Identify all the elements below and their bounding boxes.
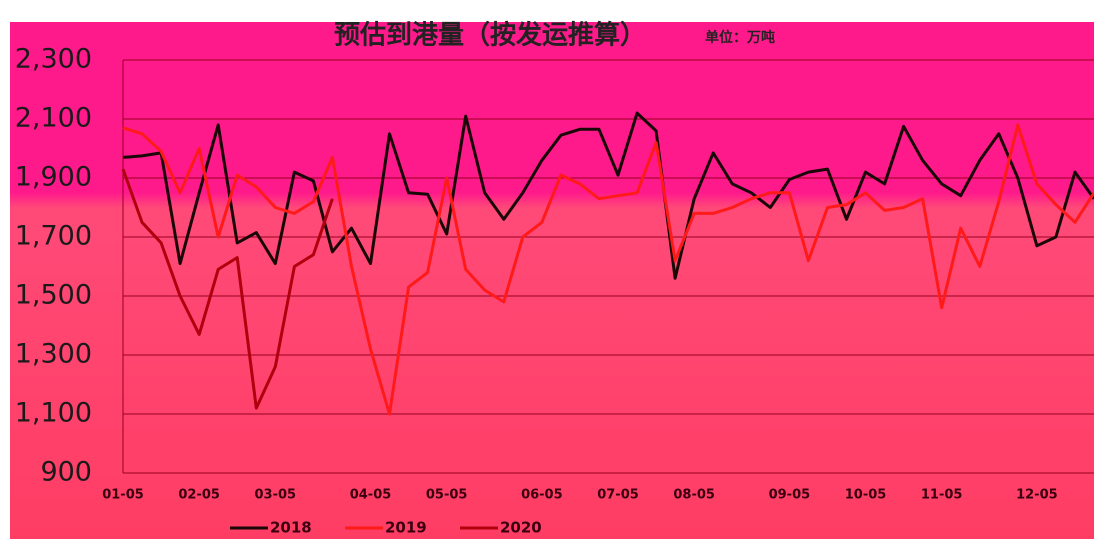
legend-label: 2019 [385, 519, 427, 537]
y-tick-label: 2,100 [15, 103, 92, 134]
x-tick-label: 11-05 [921, 488, 963, 503]
x-tick-label: 05-05 [426, 488, 468, 503]
series-line [122, 111, 1094, 280]
x-tick-label: 06-05 [521, 488, 563, 503]
x-tick-label: 03-05 [255, 488, 297, 503]
chart-title: 预估到港量（按发运推算） [334, 20, 646, 51]
y-tick-label: 900 [40, 457, 92, 488]
x-tick-label: 10-05 [845, 488, 887, 503]
series-line [122, 123, 1094, 416]
x-tick-label: 02-05 [178, 488, 220, 503]
x-tick-label: 09-05 [769, 488, 811, 503]
y-tick-label: 1,300 [15, 339, 92, 370]
legend-label: 2018 [270, 519, 312, 537]
legend-label: 2020 [500, 519, 542, 537]
x-tick-label: 12-05 [1016, 488, 1058, 503]
x-tick-label: 07-05 [597, 488, 639, 503]
y-tick-label: 1,700 [15, 221, 92, 252]
y-tick-label: 2,300 [15, 44, 92, 75]
x-tick-label: 08-05 [673, 488, 715, 503]
y-tick-label: 1,500 [15, 280, 92, 311]
x-tick-label: 04-05 [350, 488, 392, 503]
series-line [121, 168, 334, 410]
x-tick-label: 01-05 [102, 488, 144, 503]
y-tick-label: 1,100 [15, 398, 92, 429]
chart-background [10, 22, 1094, 539]
chart-subtitle: 单位：万吨 [705, 29, 775, 46]
y-tick-label: 1,900 [15, 162, 92, 193]
